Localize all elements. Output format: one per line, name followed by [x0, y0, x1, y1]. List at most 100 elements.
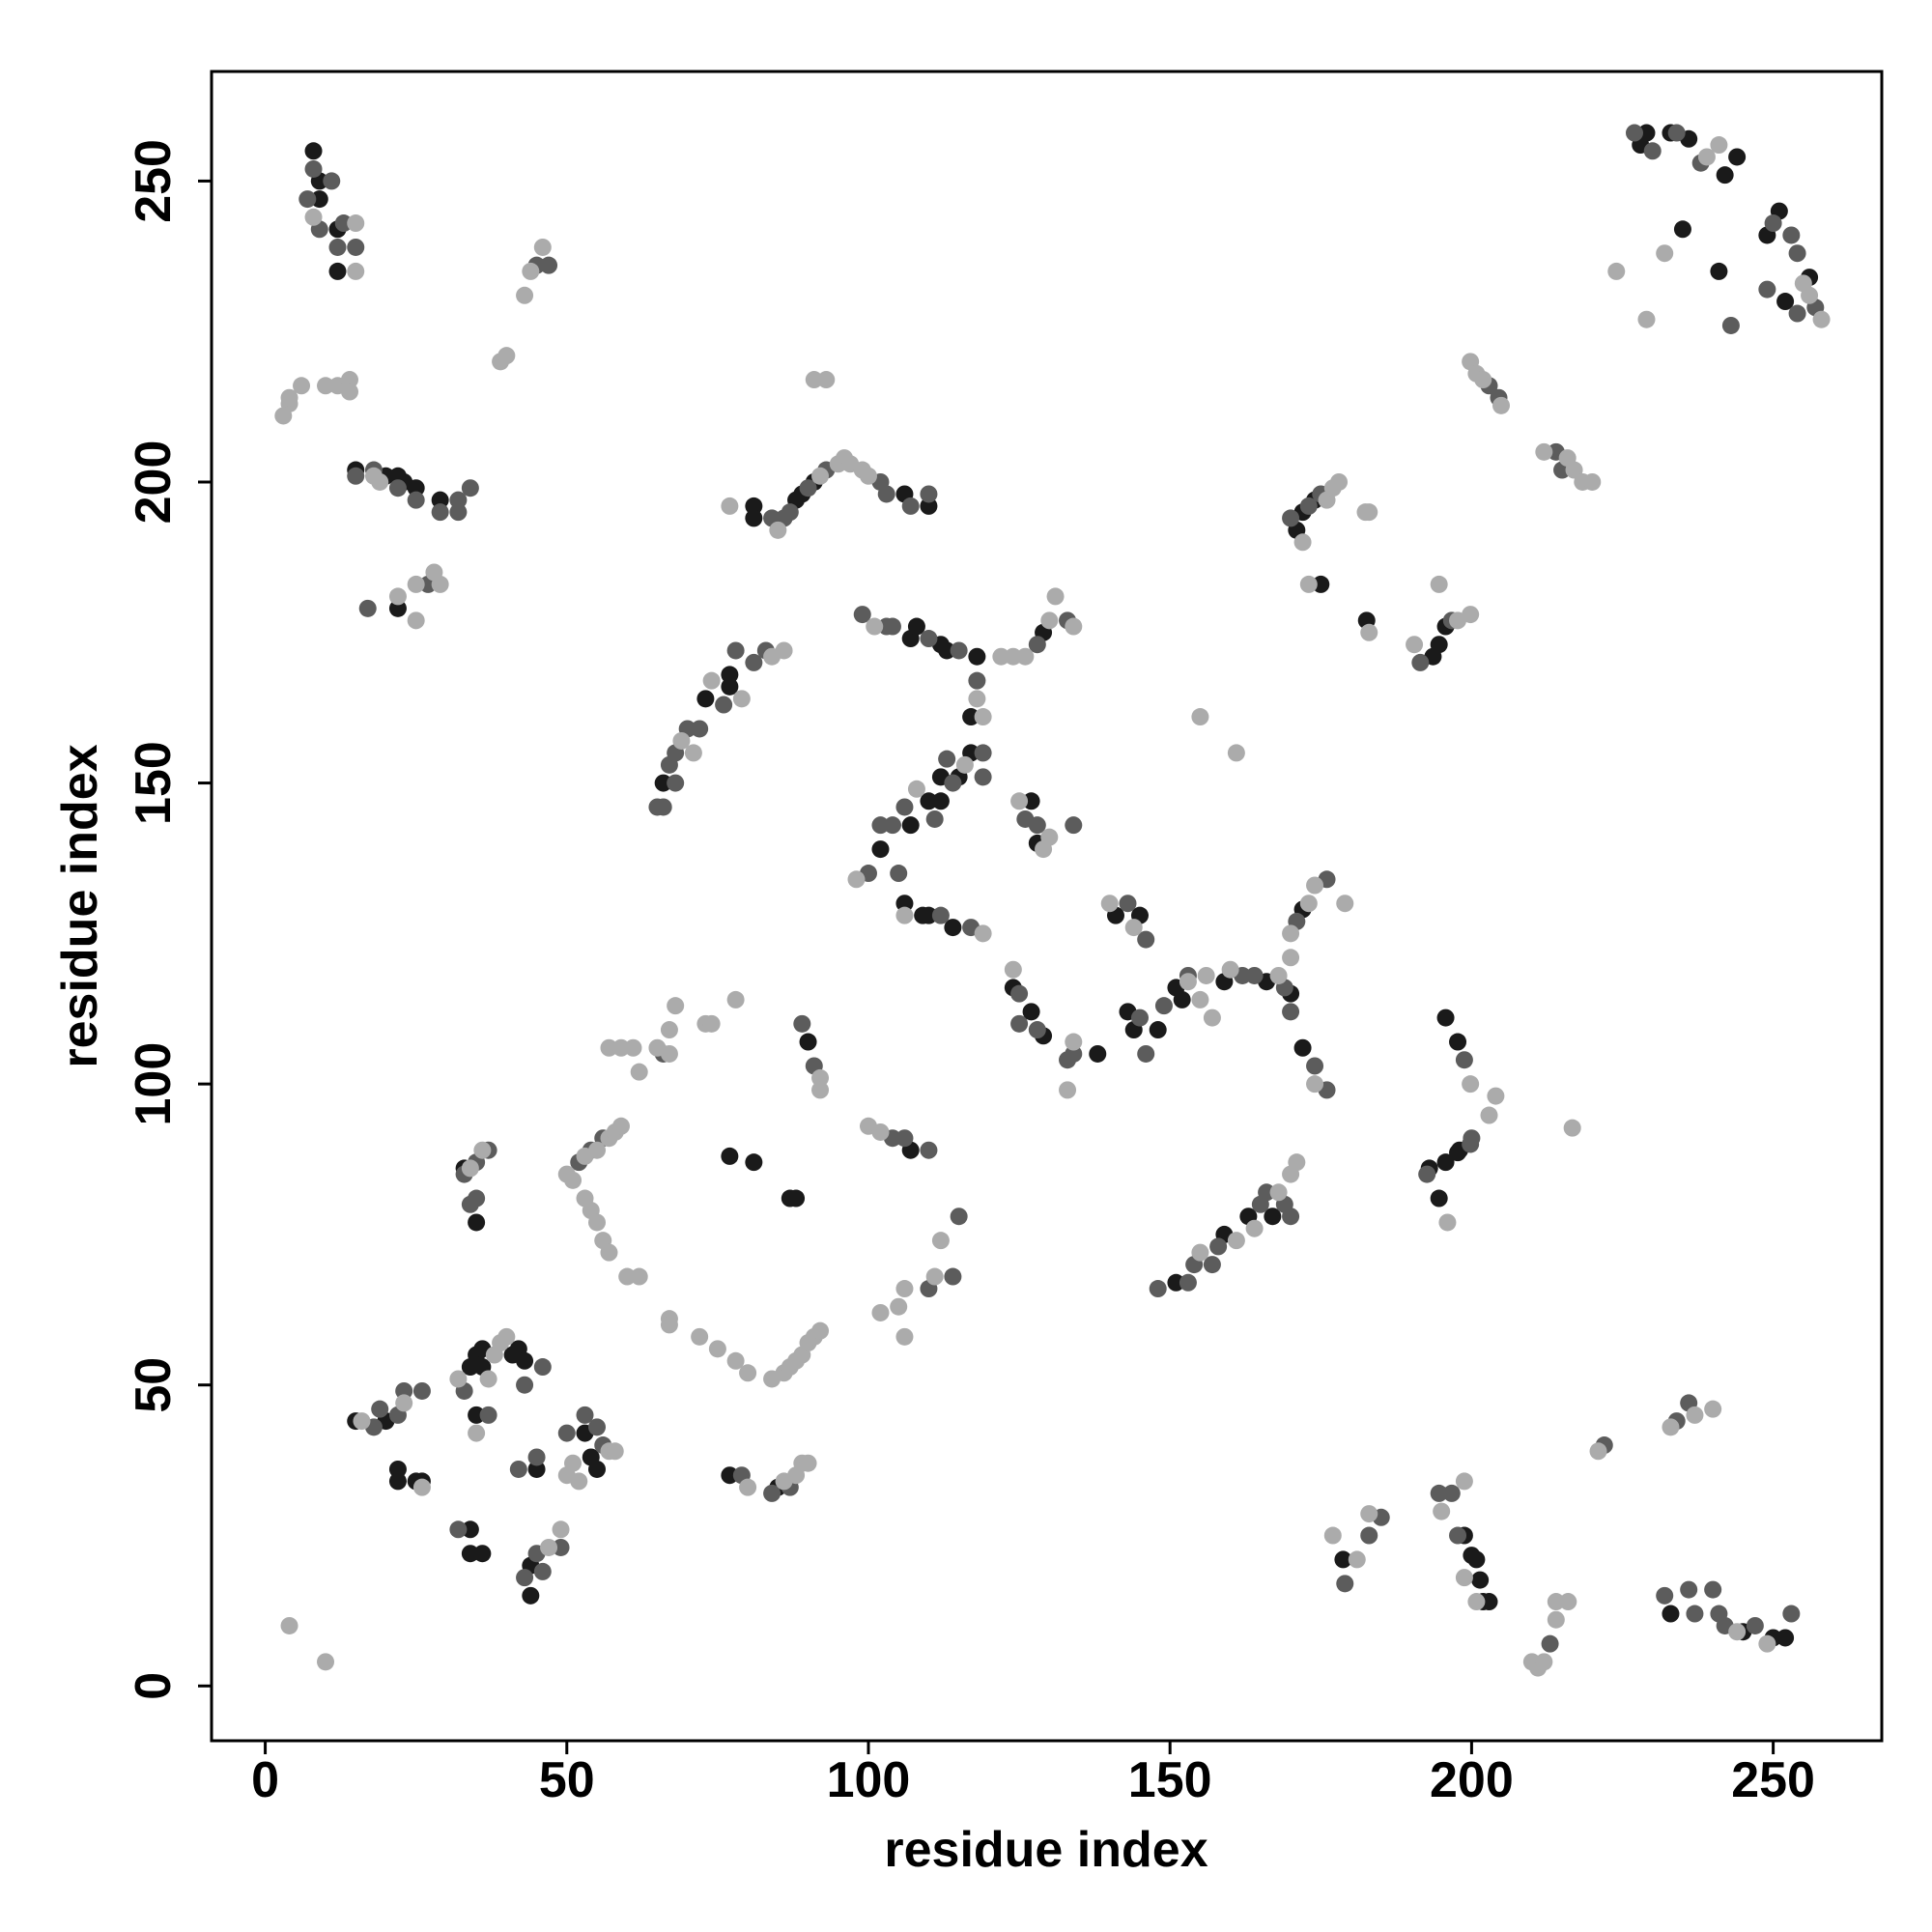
point [1710, 262, 1728, 280]
point [931, 1232, 950, 1250]
point [745, 497, 763, 515]
point [1547, 1593, 1565, 1611]
point [1589, 1442, 1607, 1461]
point [461, 1520, 479, 1539]
point [1430, 575, 1448, 593]
point [721, 1466, 739, 1485]
point [871, 840, 890, 859]
point [310, 190, 328, 209]
point [388, 1472, 407, 1491]
point [479, 1406, 497, 1424]
point [781, 503, 799, 522]
point [557, 1424, 576, 1442]
point [1704, 1400, 1722, 1418]
y-tick-label: 200 [126, 440, 182, 525]
point [274, 407, 293, 425]
point [1065, 1044, 1083, 1063]
point [304, 159, 323, 178]
point [920, 906, 938, 924]
point [618, 1267, 637, 1286]
point [388, 599, 407, 617]
point [1788, 304, 1806, 323]
point [732, 690, 751, 708]
point [1680, 1580, 1698, 1599]
point [847, 870, 866, 889]
point [1438, 1213, 1457, 1232]
point [1299, 895, 1318, 913]
point [883, 816, 901, 835]
x-axis-title: residue index [884, 1822, 1208, 1878]
point [1794, 274, 1812, 293]
point [431, 575, 449, 593]
point [660, 1044, 678, 1063]
point [533, 238, 552, 256]
point [1065, 617, 1083, 636]
point [570, 1472, 588, 1491]
point [600, 1038, 618, 1057]
point [920, 497, 938, 515]
point [1541, 1634, 1559, 1653]
point [811, 467, 830, 485]
y-tick-label: 250 [126, 139, 182, 223]
point [407, 479, 425, 497]
point [968, 690, 986, 708]
point [473, 1545, 492, 1563]
point [931, 792, 950, 810]
point [859, 467, 877, 485]
point [1673, 220, 1691, 239]
point [654, 774, 672, 792]
point [1492, 396, 1510, 414]
point [1306, 876, 1324, 895]
point [1334, 1550, 1352, 1569]
point [938, 750, 956, 768]
point [1191, 708, 1209, 726]
point [1022, 1003, 1040, 1021]
point [920, 630, 938, 648]
point [1154, 997, 1173, 1015]
point [280, 388, 298, 407]
point [1004, 647, 1022, 666]
point [811, 1068, 830, 1087]
y-tick-label: 100 [126, 1042, 182, 1126]
point [1788, 244, 1806, 263]
point [388, 479, 407, 497]
point [1697, 148, 1716, 166]
point [353, 1412, 371, 1431]
point [944, 1267, 962, 1286]
point [1245, 1219, 1264, 1237]
point [721, 677, 739, 696]
point [739, 1478, 757, 1496]
point [298, 190, 317, 209]
point [907, 617, 925, 636]
point [1282, 1003, 1300, 1021]
point [763, 1484, 781, 1502]
point [497, 1327, 516, 1346]
plot-frame [210, 70, 1884, 1743]
point [920, 1141, 938, 1159]
point [726, 990, 745, 1009]
point [1004, 960, 1022, 979]
point [304, 142, 323, 160]
point [1336, 895, 1354, 913]
point [1430, 1189, 1448, 1208]
point [799, 1033, 817, 1051]
point [1449, 1033, 1467, 1051]
point [1288, 1153, 1306, 1172]
point [461, 1545, 479, 1563]
point [527, 1448, 546, 1466]
point [901, 497, 920, 515]
point [775, 641, 793, 660]
point [1436, 1153, 1455, 1172]
point [533, 1562, 552, 1580]
point [853, 606, 871, 624]
point [371, 472, 389, 491]
point [1282, 1208, 1300, 1226]
point [1467, 1550, 1486, 1569]
point [702, 671, 721, 690]
point [1547, 1610, 1565, 1629]
point [1758, 1634, 1776, 1653]
point [606, 1442, 624, 1461]
point [1812, 310, 1831, 328]
point [1563, 1119, 1581, 1137]
point [412, 1381, 431, 1400]
